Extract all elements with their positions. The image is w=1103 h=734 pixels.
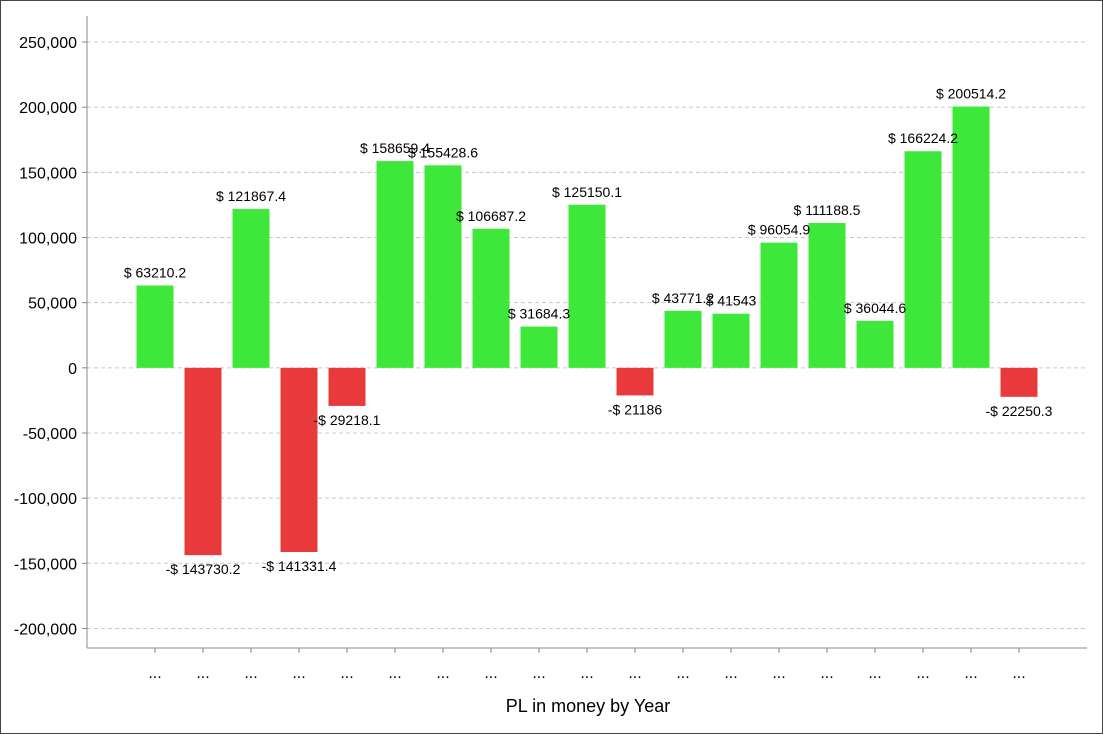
x-tick-label: ... bbox=[196, 665, 209, 682]
bar bbox=[280, 367, 318, 553]
data-label: -$ 143730.2 bbox=[166, 561, 241, 577]
y-axis-ticks: 250,000 200,000 150,000 100,000 50,000 0 -50,0… bbox=[14, 35, 87, 638]
y-tick-label: -50,000 bbox=[23, 426, 77, 443]
data-label: $ 200514.2 bbox=[936, 86, 1006, 102]
x-tick-label: ... bbox=[580, 665, 593, 682]
bar bbox=[376, 161, 414, 368]
bar bbox=[664, 310, 702, 368]
y-tick-label: 50,000 bbox=[28, 296, 77, 313]
bar bbox=[520, 326, 558, 368]
x-tick-label: ... bbox=[628, 665, 641, 682]
data-label: $ 41543 bbox=[706, 293, 757, 309]
bar bbox=[952, 106, 990, 368]
data-label: $ 36044.6 bbox=[844, 300, 906, 316]
data-label: $ 121867.4 bbox=[216, 188, 286, 204]
data-labels: $ 63210.2 -$ 143730.2 $ 121867.4 -$ 141331.… bbox=[124, 86, 1053, 578]
bar bbox=[136, 285, 174, 368]
bar bbox=[616, 367, 654, 396]
bar bbox=[568, 204, 606, 368]
data-label: $ 155428.6 bbox=[408, 144, 478, 160]
data-label: -$ 21186 bbox=[608, 401, 662, 417]
data-label: -$ 141331.4 bbox=[262, 558, 337, 574]
x-tick-label: ... bbox=[772, 665, 785, 682]
data-label: $ 166224.2 bbox=[888, 130, 958, 146]
data-label: -$ 22250.3 bbox=[986, 403, 1053, 419]
x-tick-label: ... bbox=[388, 665, 401, 682]
y-tick-label: -200,000 bbox=[14, 621, 77, 638]
bar bbox=[712, 313, 750, 368]
y-tick-label: 150,000 bbox=[19, 165, 77, 182]
data-label: $ 43771.2 bbox=[652, 290, 714, 306]
bar bbox=[184, 367, 222, 556]
x-axis-ticks: ........................................… bbox=[148, 648, 1026, 682]
x-tick-label: ... bbox=[436, 665, 449, 682]
y-tick-label: -150,000 bbox=[14, 556, 77, 573]
x-tick-label: ... bbox=[868, 665, 881, 682]
bar bbox=[760, 242, 798, 368]
x-axis-title: PL in money by Year bbox=[506, 696, 670, 716]
x-tick-label: ... bbox=[244, 665, 257, 682]
x-tick-label: ... bbox=[964, 665, 977, 682]
data-label: $ 106687.2 bbox=[456, 208, 526, 224]
x-tick-label: ... bbox=[340, 665, 353, 682]
bar bbox=[904, 151, 942, 368]
y-tick-label: 200,000 bbox=[19, 100, 77, 117]
data-label: $ 125150.1 bbox=[552, 184, 622, 200]
bar bbox=[1000, 367, 1038, 397]
bar bbox=[856, 320, 894, 368]
y-tick-label: 250,000 bbox=[19, 35, 77, 52]
x-tick-label: ... bbox=[916, 665, 929, 682]
data-label: $ 158659.4 bbox=[360, 140, 430, 156]
x-tick-label: ... bbox=[1012, 665, 1025, 682]
data-label: $ 63210.2 bbox=[124, 264, 186, 280]
x-tick-label: ... bbox=[148, 665, 161, 682]
data-label: -$ 29218.1 bbox=[314, 412, 381, 428]
bar bbox=[328, 367, 366, 406]
bars bbox=[136, 106, 1038, 556]
x-tick-label: ... bbox=[292, 665, 305, 682]
data-label: $ 31684.3 bbox=[508, 306, 570, 322]
x-tick-label: ... bbox=[676, 665, 689, 682]
y-tick-label: -100,000 bbox=[14, 491, 77, 508]
x-tick-label: ... bbox=[532, 665, 545, 682]
x-tick-label: ... bbox=[484, 665, 497, 682]
y-tick-label: 100,000 bbox=[19, 231, 77, 248]
bar bbox=[472, 228, 510, 368]
bar bbox=[424, 165, 462, 368]
bar bbox=[232, 209, 270, 368]
x-tick-label: ... bbox=[724, 665, 737, 682]
bar bbox=[808, 222, 846, 368]
x-tick-label: ... bbox=[820, 665, 833, 682]
data-label: $ 111188.5 bbox=[794, 202, 861, 218]
y-tick-label: 0 bbox=[68, 361, 77, 378]
data-label: $ 96054.9 bbox=[748, 222, 810, 238]
